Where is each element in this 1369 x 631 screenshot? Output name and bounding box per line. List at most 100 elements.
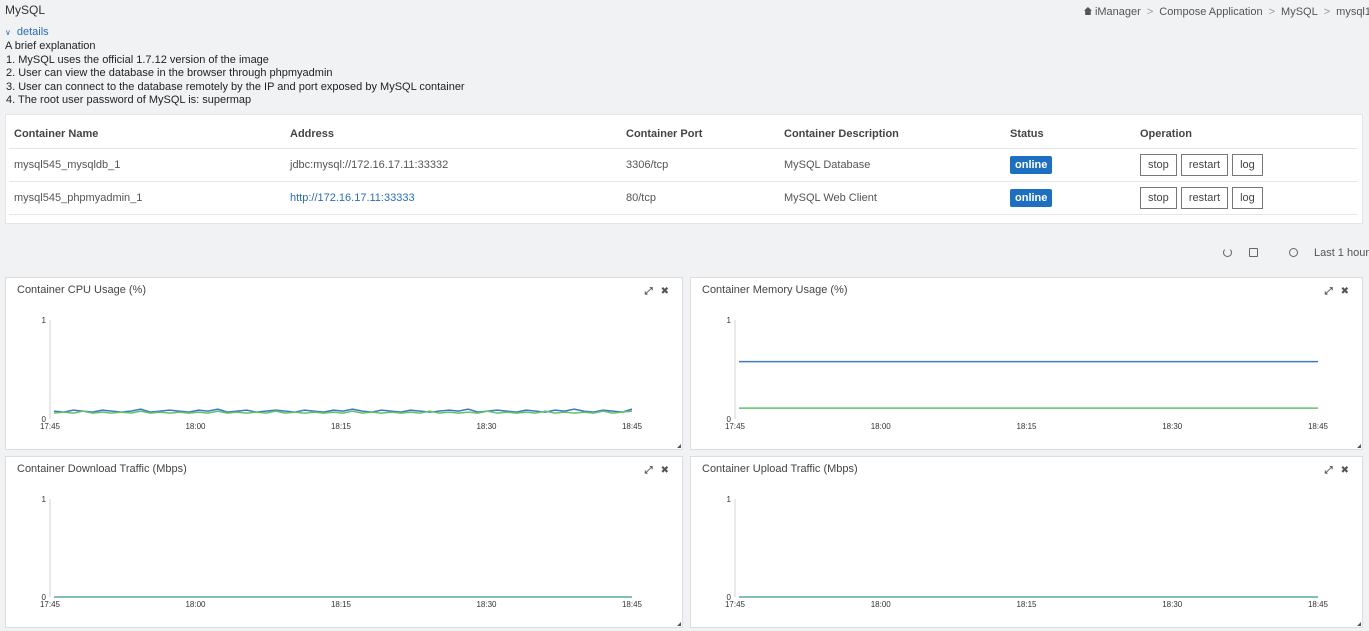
download-traffic-panel: 1 0 17:45 18:00 18:15 18:30 18:45 Container Do…	[5, 456, 683, 628]
resize-handle[interactable]	[1357, 444, 1361, 448]
expand-icon[interactable]: ⤢	[1324, 465, 1333, 476]
column-header-status: Status	[1005, 120, 1135, 149]
panel-icons: ⤢ ✖	[637, 465, 669, 476]
time-range-picker[interactable]: Last 1 hour	[1275, 247, 1369, 259]
explanation: A brief explanation 1. MySQL uses the of…	[5, 40, 465, 108]
x-tick-label: 18:30	[476, 600, 497, 609]
restart-button[interactable]: restart	[1180, 153, 1229, 176]
breadcrumb-separator: >	[1323, 6, 1331, 18]
memory-usage-panel: 1 0 17:45 18:00 18:15 18:30 18:45 Container Me…	[690, 277, 1363, 450]
chevron-down-icon: ∨	[5, 28, 11, 37]
status-cell: online	[1005, 181, 1135, 215]
explanation-heading: A brief explanation	[5, 40, 96, 52]
x-tick-label: 18:30	[476, 422, 497, 431]
table-header-row: Container Name Address Container Port Co…	[9, 120, 1357, 149]
column-header-address: Address	[285, 120, 621, 149]
x-tick-label: 18:00	[871, 422, 892, 431]
breadcrumb-imanager[interactable]: iManager	[1094, 6, 1141, 18]
container-description: MySQL Web Client	[779, 181, 1005, 215]
series-line	[53, 410, 633, 414]
time-range-label: Last 1 hour	[1313, 247, 1369, 259]
series-line	[53, 408, 633, 413]
chart-svg: 1 017:45 18:00 18:15 18:30 18:45	[725, 495, 1329, 609]
panel-icons: ⤢ ✖	[1317, 465, 1349, 476]
table-row: mysql545_phpmyadmin_1 http://172.16.17.1…	[9, 181, 1357, 215]
x-tick-label: 18:15	[331, 422, 352, 431]
column-header-container-port: Container Port	[621, 120, 779, 149]
log-button[interactable]: log	[1232, 153, 1263, 176]
chart-title: Container Memory Usage (%)	[702, 284, 848, 296]
expand-icon[interactable]: ⤢	[644, 286, 653, 297]
container-name: mysql545_phpmyadmin_1	[9, 181, 285, 215]
y-tick-label: 0	[42, 415, 47, 424]
panel-icons: ⤢ ✖	[637, 286, 669, 297]
container-address: jdbc:mysql://172.16.17.11:33332	[285, 148, 621, 182]
chart-toolbar: Last 1 hour	[1209, 247, 1369, 259]
status-badge: online	[1010, 188, 1053, 207]
x-tick-label: 18:00	[871, 600, 892, 609]
breadcrumb-mysql[interactable]: MySQL	[1281, 6, 1318, 18]
operation-cell: stop restart log	[1135, 148, 1357, 182]
close-icon[interactable]: ✖	[1340, 465, 1349, 476]
clock-icon	[1288, 248, 1298, 257]
expand-icon[interactable]: ⤢	[644, 465, 653, 476]
table-row: mysql545_mysqldb_1 jdbc:mysql://172.16.1…	[9, 148, 1357, 182]
breadcrumb-current: mysql1	[1336, 6, 1369, 18]
cpu-usage-panel: 1 0 17:45 18:00 18:15 18:30 18:45 Container CP…	[5, 277, 683, 450]
status-badge: online	[1010, 155, 1053, 174]
resize-handle[interactable]	[677, 622, 681, 626]
column-header-operation: Operation	[1135, 120, 1357, 149]
explanation-item: 4. The root user password of MySQL is: s…	[6, 94, 252, 106]
container-table: Container Name Address Container Port Co…	[9, 120, 1357, 215]
chart-title: Container Download Traffic (Mbps)	[17, 463, 187, 475]
container-address-link[interactable]: http://172.16.17.11:33333	[290, 191, 415, 204]
details-toggle[interactable]: ∨ details	[5, 26, 49, 38]
chart-svg: 1 017:45 18:00 18:15 18:30 18:45	[40, 495, 643, 609]
x-tick-label: 18:00	[185, 600, 206, 609]
y-tick-label: 0	[42, 593, 47, 602]
breadcrumb-separator: >	[1268, 6, 1276, 18]
x-tick-label: 18:15	[1016, 422, 1037, 431]
close-icon[interactable]: ✖	[660, 465, 669, 476]
log-button[interactable]: log	[1232, 186, 1263, 209]
x-tick-label: 18:45	[1308, 422, 1329, 431]
stop-button[interactable]: stop	[1140, 186, 1177, 209]
y-tick-label: 1	[42, 316, 47, 325]
breadcrumb: iManager > Compose Application > MySQL > mysql…	[1083, 6, 1369, 18]
explanation-item: 2. User can view the database in the bro…	[6, 67, 333, 79]
x-tick-label: 18:45	[1308, 600, 1329, 609]
panel-icons: ⤢ ✖	[1317, 286, 1349, 297]
column-header-container-description: Container Description	[779, 120, 1005, 149]
save-icon[interactable]	[1248, 248, 1258, 257]
x-tick-label: 18:15	[1016, 600, 1037, 609]
x-tick-label: 17:45	[40, 422, 61, 431]
resize-handle[interactable]	[1357, 622, 1361, 626]
chart-title: Container CPU Usage (%)	[17, 284, 146, 296]
column-header-container-name: Container Name	[9, 120, 285, 149]
chart-svg: 1 017:45 18:00 18:15 18:30 18:45	[40, 316, 643, 431]
close-icon[interactable]: ✖	[1340, 286, 1349, 297]
operation-cell: stop restart log	[1135, 181, 1357, 215]
page-title: MySQL	[5, 3, 46, 17]
x-tick-label: 17:45	[40, 600, 61, 609]
y-tick-label: 0	[727, 593, 732, 602]
y-tick-label: 1	[42, 495, 47, 504]
y-tick-label: 0	[727, 415, 732, 424]
status-cell: online	[1005, 148, 1135, 182]
refresh-icon[interactable]	[1222, 248, 1232, 257]
details-toggle-label: details	[16, 26, 49, 38]
y-tick-label: 1	[727, 495, 732, 504]
resize-handle[interactable]	[677, 444, 681, 448]
explanation-item: 1. MySQL uses the official 1.7.12 versio…	[6, 53, 269, 66]
close-icon[interactable]: ✖	[660, 286, 669, 297]
breadcrumb-compose-application[interactable]: Compose Application	[1159, 6, 1263, 18]
expand-icon[interactable]: ⤢	[1324, 286, 1333, 297]
x-tick-label: 18:45	[622, 422, 643, 431]
x-tick-label: 18:30	[1162, 422, 1183, 431]
stop-button[interactable]: stop	[1140, 153, 1177, 176]
x-tick-label: 17:45	[725, 600, 746, 609]
x-tick-label: 17:45	[725, 422, 746, 431]
container-table-panel: Container Name Address Container Port Co…	[5, 114, 1363, 224]
restart-button[interactable]: restart	[1180, 186, 1229, 209]
container-port: 80/tcp	[621, 181, 779, 215]
